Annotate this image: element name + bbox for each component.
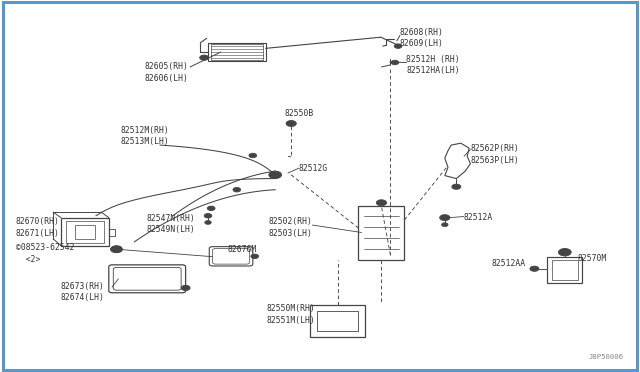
Circle shape (249, 153, 257, 158)
Text: 82570M: 82570M (577, 254, 607, 263)
Circle shape (200, 55, 209, 60)
Bar (75, 225, 95, 239)
Circle shape (391, 60, 399, 65)
Bar (109, 229, 115, 236)
Text: 82512A: 82512A (464, 213, 493, 222)
Circle shape (207, 206, 215, 211)
Circle shape (251, 254, 259, 259)
Circle shape (376, 200, 387, 206)
Circle shape (558, 248, 571, 256)
Circle shape (530, 266, 539, 271)
Text: 82676M: 82676M (227, 246, 257, 254)
Text: 82547N(RH)
82549N(LH): 82547N(RH) 82549N(LH) (147, 214, 195, 234)
Text: 82670(RH)
82671(LH): 82670(RH) 82671(LH) (16, 218, 60, 238)
Circle shape (394, 44, 402, 48)
Text: 82512G: 82512G (299, 164, 328, 173)
Text: 82502(RH)
82503(LH): 82502(RH) 82503(LH) (268, 218, 312, 238)
Circle shape (286, 121, 296, 126)
Circle shape (111, 246, 122, 253)
Text: ©08523-62542
  <2>: ©08523-62542 <2> (16, 244, 74, 264)
Text: 82512H (RH)
82512HA(LH): 82512H (RH) 82512HA(LH) (406, 55, 460, 75)
Text: 82550M(RH)
82551M(LH): 82550M(RH) 82551M(LH) (267, 304, 316, 324)
Text: 82605(RH)
82606(LH): 82605(RH) 82606(LH) (145, 62, 189, 83)
Circle shape (204, 214, 212, 218)
Bar (317, 311, 358, 331)
Bar (208, 43, 266, 61)
Circle shape (440, 215, 450, 221)
Bar (66, 221, 104, 243)
Circle shape (181, 285, 190, 291)
Circle shape (442, 223, 448, 227)
Text: 82562P(RH)
82563P(LH): 82562P(RH) 82563P(LH) (470, 144, 519, 164)
Text: J8P50006: J8P50006 (589, 354, 624, 360)
Text: 82550B: 82550B (285, 109, 314, 118)
Circle shape (205, 221, 211, 224)
Text: 82673(RH)
82674(LH): 82673(RH) 82674(LH) (61, 282, 105, 302)
Circle shape (269, 171, 282, 179)
Bar (211, 44, 263, 60)
Bar (310, 305, 365, 337)
Circle shape (452, 184, 461, 189)
Text: 82512M(RH)
82513M(LH): 82512M(RH) 82513M(LH) (121, 126, 170, 146)
Text: 82512AA: 82512AA (492, 259, 526, 268)
Bar (552, 260, 578, 280)
Bar (358, 206, 404, 260)
Circle shape (233, 187, 241, 192)
Text: 82608(RH)
82609(LH): 82608(RH) 82609(LH) (400, 28, 444, 48)
Bar (547, 257, 582, 283)
Bar (61, 218, 109, 246)
